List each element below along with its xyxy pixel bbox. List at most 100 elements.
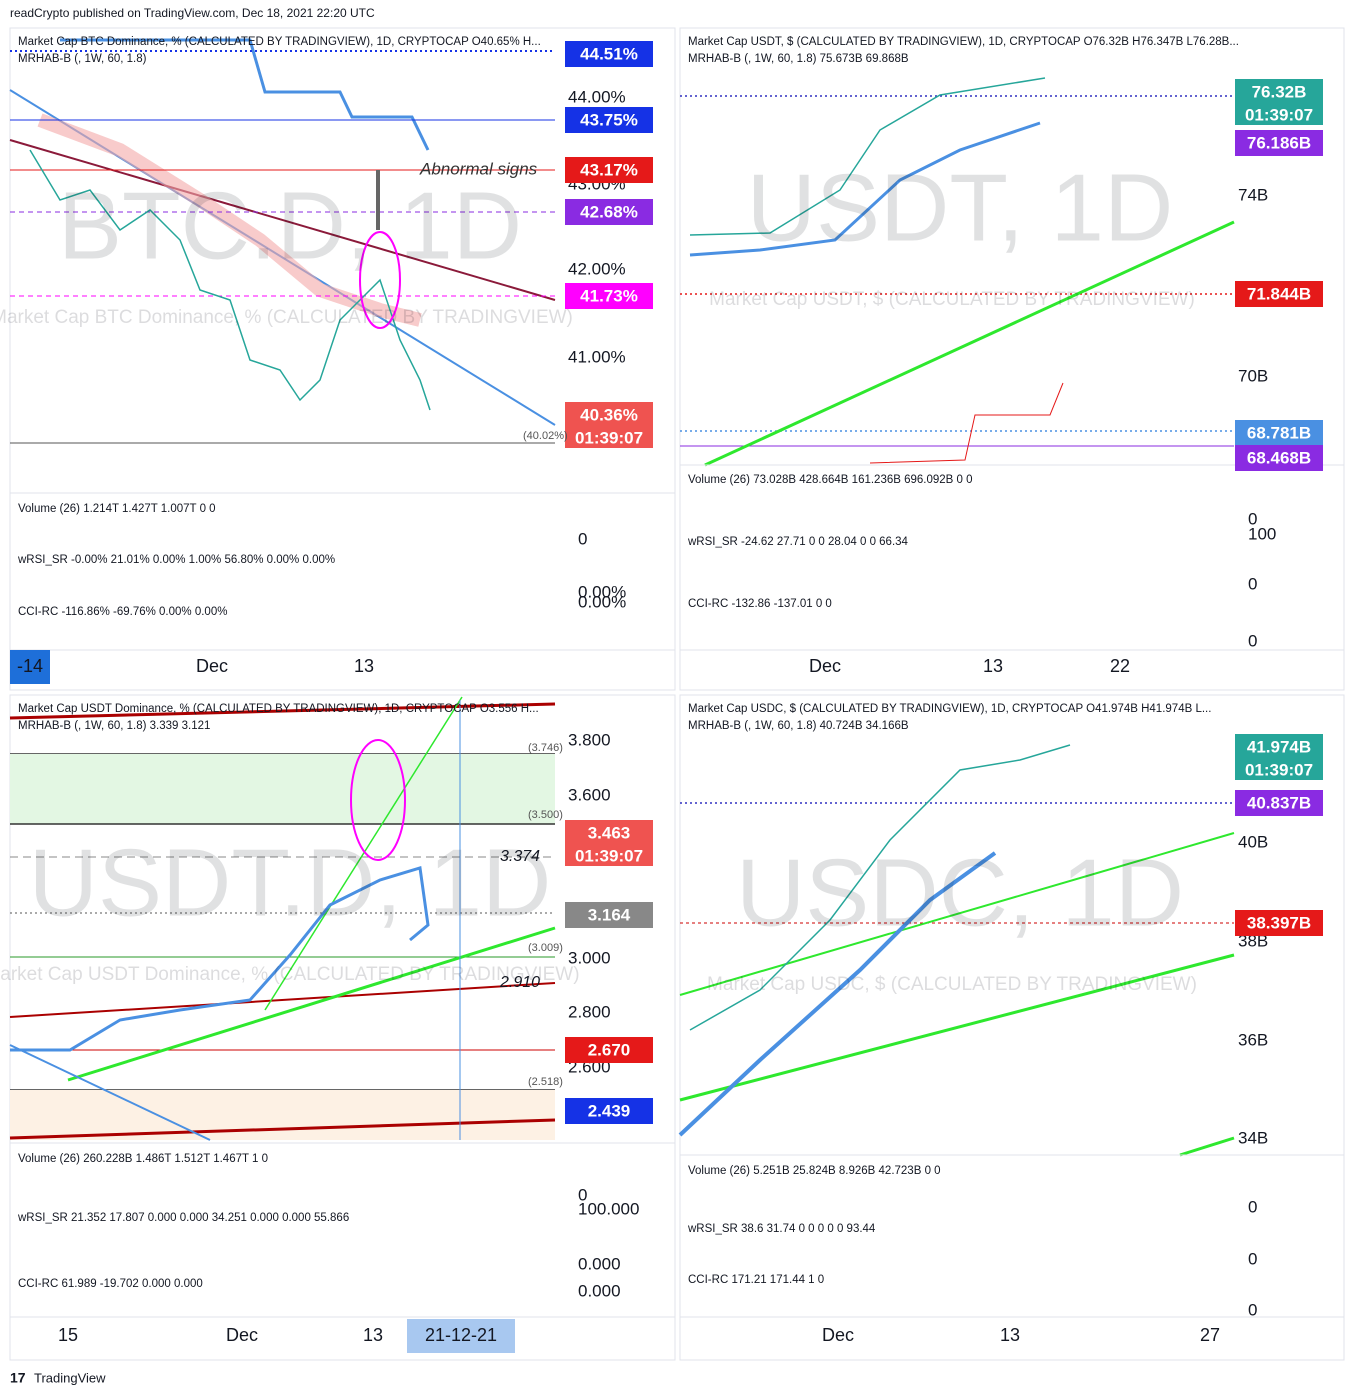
price-badge	[565, 41, 653, 67]
time-axis-label: 22	[1110, 656, 1130, 676]
price-axis-label: 3.600	[568, 785, 611, 804]
price-axis-label: 2.800	[568, 1002, 611, 1021]
price-badge-label: 41.73%	[580, 286, 638, 305]
price-badge	[1235, 790, 1323, 816]
time-axis-label: 15	[58, 1325, 78, 1345]
price-badge-label: 68.781B	[1247, 423, 1311, 442]
time-badge-label: -14	[17, 656, 43, 676]
price-badge-label: 3.463	[588, 823, 631, 842]
legend-line: MRHAB-B (, 1W, 60, 1.8)	[18, 53, 147, 65]
time-badge	[407, 1319, 515, 1353]
price-badge-label: 2.439	[588, 1101, 631, 1120]
time-axis-label: 13	[363, 1325, 383, 1345]
indicator-scale-label: 0	[1248, 631, 1257, 650]
indicator-legend: CCI-RC 171.21 171.44 1 0	[688, 1274, 824, 1286]
watermark: USDC, 1D	[736, 839, 1184, 946]
price-badge	[565, 1037, 653, 1063]
price-badge	[565, 1098, 653, 1124]
price-badge	[565, 199, 653, 225]
indicator-legend: Volume (26) 260.228B 1.486T 1.512T 1.467…	[18, 1153, 268, 1165]
countdown-label: 01:39:07	[1245, 105, 1313, 124]
price-axis-label: 3.800	[568, 730, 611, 749]
legend-line: MRHAB-B (, 1W, 60, 1.8) 3.339 3.121	[18, 720, 210, 732]
watermark-subtitle: Market Cap USDC, $ (CALCULATED BY TRADIN…	[707, 974, 1197, 995]
countdown-label: 01:39:07	[575, 846, 643, 865]
price-axis-label: 74B	[1238, 185, 1268, 204]
line-label: (40.02%)	[523, 430, 568, 442]
indicator-scale-label: 0	[1248, 509, 1257, 528]
legend-line: MRHAB-B (, 1W, 60, 1.8) 40.724B 34.166B	[688, 720, 909, 732]
indicator-scale-label: 0.000	[578, 1254, 621, 1273]
indicator-legend: wRSI_SR 38.6 31.74 0 0 0 0 0 93.44	[687, 1223, 876, 1235]
price-badge	[565, 902, 653, 928]
price-badge-label: 76.186B	[1247, 133, 1311, 152]
price-badge-label: 71.844B	[1247, 284, 1311, 303]
indicator-legend: CCI-RC -116.86% -69.76% 0.00% 0.00%	[18, 606, 227, 618]
price-badge	[565, 820, 653, 866]
time-axis-label: 13	[354, 656, 374, 676]
time-axis-label: Dec	[809, 656, 841, 676]
time-axis-label: Dec	[196, 656, 228, 676]
price-axis-label: 44.00%	[568, 87, 626, 106]
time-axis-label: Dec	[822, 1325, 854, 1345]
price-axis-label: 41.00%	[568, 347, 626, 366]
price-badge	[1235, 79, 1323, 125]
price-badge	[1235, 130, 1323, 156]
price-badge	[1235, 445, 1323, 471]
indicator-legend: Volume (26) 5.251B 25.824B 8.926B 42.723…	[688, 1165, 941, 1177]
header-title: readCrypto published on TradingView.com,…	[10, 6, 375, 20]
time-badge-label: 21-12-21	[425, 1325, 497, 1345]
indicator-scale-label: 100	[1248, 524, 1276, 543]
price-badge	[565, 402, 653, 448]
countdown-label: 01:39:07	[1245, 760, 1313, 779]
watermark: BTC.D, 1D	[58, 172, 522, 279]
watermark-subtitle: Market Cap USDT, $ (CALCULATED BY TRADIN…	[709, 289, 1195, 310]
price-badge	[565, 157, 653, 183]
line-label: (2.518)	[528, 1076, 563, 1088]
price-badge-label: 40.36%	[580, 405, 638, 424]
price-badge	[565, 283, 653, 309]
watermark-subtitle: Market Cap USDT Dominance, % (CALCULATED…	[0, 964, 580, 985]
price-axis-label: 38B	[1238, 931, 1268, 950]
indicator-legend: wRSI_SR -0.00% 21.01% 0.00% 1.00% 56.80%…	[17, 554, 335, 566]
price-axis-label: 3.000	[568, 948, 611, 967]
footer-brand: TradingView	[34, 1370, 106, 1385]
price-badge-label: 43.75%	[580, 110, 638, 129]
indicator-scale-label: 0.00%	[578, 582, 626, 601]
price-badge	[1235, 910, 1323, 936]
time-axis-label: Dec	[226, 1325, 258, 1345]
price-badge-label: 38.397B	[1247, 913, 1311, 932]
line-label: 2.910	[499, 974, 540, 991]
watermark-subtitle: Market Cap BTC Dominance, % (CALCULATED …	[0, 307, 573, 328]
price-badge	[1235, 281, 1323, 307]
price-badge	[1235, 420, 1323, 446]
price-axis-label: 70B	[1238, 366, 1268, 385]
legend-line: MRHAB-B (, 1W, 60, 1.8) 75.673B 69.868B	[688, 53, 909, 65]
indicator-legend: Volume (26) 73.028B 428.664B 161.236B 69…	[688, 474, 973, 486]
indicator-scale-label: 0.000	[578, 1281, 621, 1300]
annotation: Abnormal signs	[419, 159, 538, 178]
watermark: USDT, 1D	[747, 154, 1174, 261]
indicator-legend: Volume (26) 1.214T 1.427T 1.007T 0 0	[18, 503, 216, 515]
legend-line: Market Cap BTC Dominance, % (CALCULATED …	[18, 36, 541, 48]
price-axis-label: 36B	[1238, 1030, 1268, 1049]
footer-logo: 17	[10, 1370, 26, 1386]
indicator-legend: CCI-RC -132.86 -137.01 0 0	[688, 598, 832, 610]
indicator-scale-label: 0	[1248, 1197, 1257, 1216]
price-badge-label: 43.17%	[580, 160, 638, 179]
indicator-scale-label: 0.00%	[578, 592, 626, 611]
drawings	[9, 38, 1344, 1318]
panel-frame	[9, 27, 676, 691]
price-badge-label: 42.68%	[580, 202, 638, 221]
indicator-scale-label: 0	[1248, 574, 1257, 593]
price-axis-label: 42.00%	[568, 259, 626, 278]
countdown-label: 01:39:07	[575, 428, 643, 447]
price-badge-label: 3.164	[588, 905, 631, 924]
legend-line: Market Cap USDT Dominance, % (CALCULATED…	[18, 703, 539, 715]
indicator-legend: wRSI_SR 21.352 17.807 0.000 0.000 34.251…	[17, 1212, 349, 1224]
indicator-scale-label: 0	[1248, 1249, 1257, 1268]
indicator-legend: CCI-RC 61.989 -19.702 0.000 0.000	[18, 1278, 203, 1290]
line-label: 3.374	[500, 848, 540, 865]
price-badge-label: 40.837B	[1247, 793, 1311, 812]
